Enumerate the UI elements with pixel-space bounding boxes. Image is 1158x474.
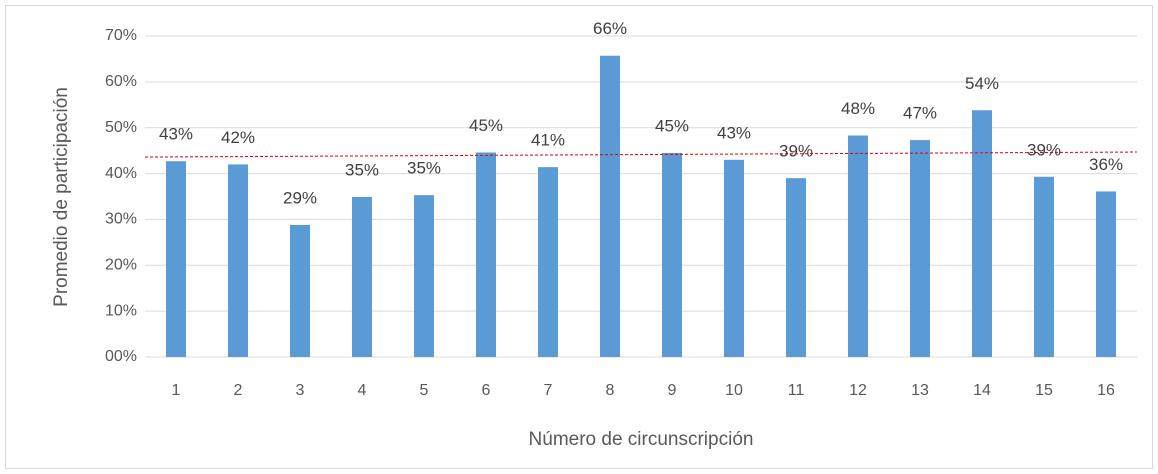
y-tick-label: 70% bbox=[105, 27, 137, 44]
value-label: 45% bbox=[469, 116, 503, 135]
bar bbox=[600, 55, 620, 358]
bar bbox=[1096, 191, 1116, 357]
bar bbox=[662, 152, 682, 357]
x-tick-label: 6 bbox=[482, 382, 491, 399]
x-tick-label: 10 bbox=[725, 382, 743, 399]
reference-line bbox=[144, 151, 1138, 158]
y-tick-label: 30% bbox=[105, 211, 137, 228]
y-axis-title: Promedio de participación bbox=[51, 87, 72, 307]
x-tick-label: 15 bbox=[1035, 382, 1053, 399]
x-tick-label: 9 bbox=[668, 382, 677, 399]
bar bbox=[352, 196, 372, 357]
value-label: 43% bbox=[717, 123, 751, 142]
y-tick-label: 40% bbox=[105, 165, 137, 182]
bar bbox=[166, 161, 186, 357]
bar bbox=[910, 140, 930, 357]
value-label: 35% bbox=[407, 159, 441, 178]
bar bbox=[476, 152, 496, 357]
value-label: 41% bbox=[531, 131, 565, 150]
bar bbox=[538, 167, 558, 357]
x-tick-label: 13 bbox=[911, 382, 929, 399]
value-label: 39% bbox=[779, 142, 813, 161]
value-label: 45% bbox=[655, 116, 689, 135]
y-tick-label: 00% bbox=[105, 348, 137, 365]
x-tick-label: 8 bbox=[606, 382, 615, 399]
value-label: 39% bbox=[1027, 140, 1061, 159]
y-tick-label: 50% bbox=[105, 119, 137, 136]
value-label: 43% bbox=[159, 125, 193, 144]
x-tick-label: 4 bbox=[358, 382, 367, 399]
y-tick-label: 60% bbox=[105, 73, 137, 90]
x-tick-label: 3 bbox=[296, 382, 305, 399]
bar bbox=[848, 135, 868, 357]
x-axis-title: Número de circunscripción bbox=[529, 429, 754, 450]
value-label: 35% bbox=[345, 160, 379, 179]
value-label: 66% bbox=[593, 19, 627, 38]
y-tick-label: 10% bbox=[105, 302, 137, 319]
x-tick-label: 14 bbox=[973, 382, 991, 399]
x-tick-label: 11 bbox=[788, 382, 805, 399]
x-tick-label: 16 bbox=[1097, 382, 1115, 399]
bar bbox=[1034, 176, 1054, 357]
x-tick-label: 2 bbox=[234, 382, 243, 399]
bar bbox=[786, 178, 806, 357]
value-label: 29% bbox=[283, 188, 317, 207]
bar bbox=[972, 110, 992, 357]
value-label: 42% bbox=[221, 128, 255, 147]
chart-border bbox=[5, 5, 1153, 469]
bar bbox=[290, 224, 310, 357]
y-tick-label: 20% bbox=[105, 257, 137, 274]
value-label: 47% bbox=[903, 104, 937, 123]
value-label: 54% bbox=[965, 74, 999, 93]
bar bbox=[414, 195, 434, 357]
value-label: 36% bbox=[1089, 155, 1123, 174]
x-tick-label: 5 bbox=[420, 382, 429, 399]
x-tick-label: 7 bbox=[544, 382, 553, 399]
x-tick-label: 12 bbox=[849, 382, 867, 399]
x-tick-label: 1 bbox=[172, 382, 181, 399]
value-label: 48% bbox=[841, 99, 875, 118]
bar bbox=[228, 164, 248, 357]
bar bbox=[724, 159, 744, 357]
